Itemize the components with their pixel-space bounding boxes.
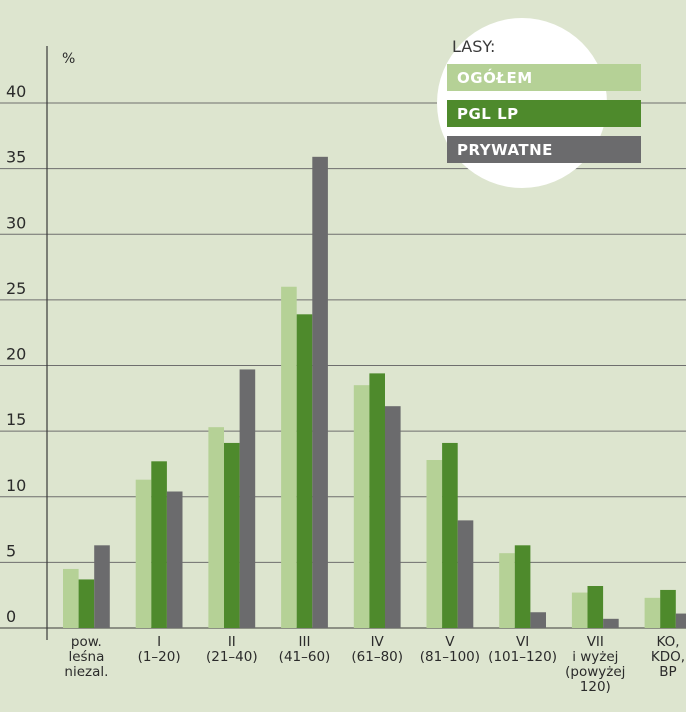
x-category-label: II (21–40) [206, 634, 258, 665]
x-category-label: V (81–100) [420, 634, 480, 665]
bar [587, 586, 604, 628]
y-tick-label: 35 [6, 148, 26, 167]
y-tick-labels: 0 5 10 15 20 25 30 35 40 [6, 82, 26, 626]
y-tick-label: 5 [6, 541, 16, 560]
y-tick-label: 10 [6, 476, 26, 495]
bar [457, 520, 474, 628]
bar [281, 286, 297, 628]
bar [675, 613, 686, 628]
gridlines [0, 102, 686, 629]
y-tick-label: 25 [6, 279, 26, 298]
bar [94, 545, 110, 628]
y-tick-label: 40 [6, 82, 26, 101]
y-unit-label: % [62, 51, 75, 67]
x-category-label: I (1–20) [138, 634, 181, 665]
bar [660, 589, 676, 628]
legend: LASY: OGÓŁEM PGL LP PRYWATNE [437, 18, 641, 188]
x-category-label: VI (101–120) [488, 634, 557, 665]
legend-entry: OGÓŁEM [457, 68, 533, 87]
legend-swatch [447, 136, 641, 163]
legend-swatch [447, 100, 641, 127]
legend-swatch [447, 64, 641, 91]
bar [63, 568, 79, 628]
x-category-label: pow. leśna niezal. [64, 634, 108, 680]
bar [208, 427, 224, 628]
bar [603, 618, 619, 628]
bar [135, 479, 152, 628]
x-category-label: IV (61–80) [351, 634, 403, 665]
bar [369, 373, 385, 628]
bar [312, 156, 328, 628]
bar [224, 442, 240, 628]
bar [385, 406, 401, 628]
legend-entry: PRYWATNE [457, 141, 553, 159]
y-tick-label: 30 [6, 213, 26, 232]
bar [166, 491, 183, 628]
bar [571, 592, 588, 628]
bar [442, 442, 458, 628]
legend-title: LASY: [452, 37, 495, 56]
bars [63, 156, 686, 628]
x-category-label: VII i wyżej (powyżej 120) [565, 634, 625, 695]
bar [499, 553, 515, 628]
legend-entry: PGL LP [457, 105, 519, 123]
bar [426, 460, 443, 628]
x-category-label: KO, KDO, BP [651, 634, 685, 680]
bar [239, 369, 256, 628]
x-category-labels: pow. leśna niezal. I (1–20) II (21–40) III (41–6… [64, 634, 685, 695]
bar [151, 461, 167, 628]
bar [296, 314, 313, 628]
bar [514, 545, 531, 628]
y-tick-label: 15 [6, 410, 26, 429]
bar [353, 385, 370, 628]
y-tick-label: 20 [6, 345, 26, 364]
bar [78, 579, 95, 628]
y-tick-label: 0 [6, 607, 16, 626]
x-category-label: III (41–60) [279, 634, 331, 665]
bar [530, 612, 546, 628]
bar [644, 597, 661, 628]
